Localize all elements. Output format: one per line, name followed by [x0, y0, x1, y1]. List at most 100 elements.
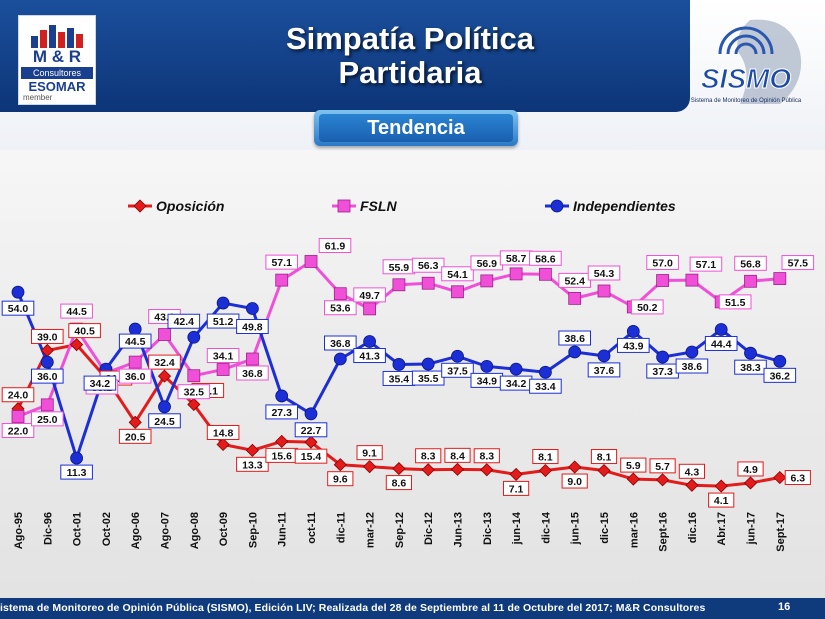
point-independientes	[40, 355, 54, 369]
tendencia-button[interactable]: Tendencia	[314, 110, 518, 146]
data-label-independientes: 51.2	[213, 316, 234, 328]
data-label-independientes: 22.7	[301, 425, 322, 437]
legend-label-oposicion: Oposición	[156, 198, 224, 214]
point-oposicion	[509, 467, 523, 481]
data-label-box-fsln	[529, 250, 562, 266]
point-independientes	[773, 354, 787, 368]
legend-label-fsln: FSLN	[360, 198, 397, 214]
point-independientes	[421, 357, 435, 371]
point-fsln	[773, 272, 787, 285]
data-label-box-oposicion	[148, 354, 181, 370]
point-oposicion	[773, 470, 787, 485]
data-label-box-oposicion	[708, 492, 735, 508]
data-label-box-independientes	[704, 335, 738, 351]
data-label-oposicion: 4.3	[685, 466, 700, 478]
point-fsln	[275, 273, 289, 287]
data-label-box-fsln	[118, 368, 152, 384]
data-label-independientes: 35.5	[418, 373, 439, 385]
bar-chart-logo-icon	[31, 25, 83, 48]
data-label-oposicion: 9.6	[333, 474, 348, 486]
data-label-fsln: 54.1	[447, 269, 468, 281]
sismo-logo-text: SISMO	[701, 63, 791, 94]
point-fsln	[539, 267, 552, 281]
x-tick-label: Abr.17	[716, 512, 728, 546]
logo-esomar-text: ESOMAR	[28, 79, 86, 94]
data-label-box-independientes	[675, 358, 709, 374]
data-label-independientes: 34.9	[477, 375, 498, 387]
data-label-oposicion: 8.3	[421, 451, 436, 463]
data-label-box-fsln	[631, 299, 664, 315]
data-label-box-oposicion	[1, 387, 35, 403]
data-label-oposicion: 24.0	[8, 390, 29, 402]
data-label-box-oposicion	[118, 428, 152, 444]
point-oposicion	[626, 472, 640, 486]
data-label-fsln: 52.4	[564, 275, 585, 287]
data-label-box-independientes	[734, 359, 767, 375]
data-label-independientes: 42.4	[174, 316, 195, 328]
data-label-box-oposicion	[236, 456, 269, 472]
point-independientes	[451, 349, 464, 363]
x-tick-label: Ago-95	[13, 512, 25, 549]
point-oposicion	[480, 463, 494, 477]
point-fsln	[509, 267, 523, 281]
x-tick-label: Jun-11	[277, 512, 289, 547]
point-independientes	[685, 345, 699, 359]
point-fsln	[245, 352, 259, 366]
point-independientes	[744, 346, 757, 360]
point-independientes	[128, 322, 142, 336]
point-oposicion	[714, 479, 728, 493]
point-independientes	[11, 285, 25, 299]
point-fsln	[11, 410, 25, 423]
line-chart: Oposición FSLN Independientes 24.0 39.0 40.5…	[1, 198, 815, 552]
data-label-independientes: 34.2	[506, 378, 527, 390]
data-label-box-independientes	[558, 330, 592, 346]
data-label-box-fsln	[411, 257, 445, 273]
data-label-oposicion: 9.0	[567, 476, 582, 488]
data-label-fsln: 51.5	[725, 297, 746, 309]
data-label-fsln: 50.2	[637, 302, 658, 314]
point-fsln	[363, 302, 377, 316]
point-oposicion	[685, 478, 699, 492]
legend-marker-fsln	[337, 199, 351, 213]
data-label-box-oposicion	[532, 449, 559, 465]
data-label-box-fsln	[1, 423, 35, 439]
point-oposicion	[304, 435, 318, 449]
data-label-box-independientes	[1, 300, 35, 316]
data-labels: 24.039.040.531.920.532.425.114.813.315.6…	[1, 237, 815, 508]
data-label-oposicion: 9.1	[362, 448, 377, 460]
legend-label-independientes: Independientes	[573, 198, 676, 214]
data-label-box-independientes	[529, 378, 562, 394]
x-tick-label: Ago-07	[160, 512, 172, 549]
data-label-box-oposicion	[620, 457, 647, 473]
point-independientes	[714, 323, 728, 336]
sismo-logo: SISMO Sistema de Monitoreo de Opinión Pú…	[691, 19, 802, 105]
data-label-box-fsln	[734, 255, 767, 271]
data-label-oposicion: 4.9	[743, 464, 758, 476]
x-tick-label: Sept-17	[775, 512, 787, 552]
data-label-box-oposicion	[385, 475, 412, 491]
data-label-independientes: 41.3	[359, 351, 380, 363]
data-label-box-oposicion	[294, 448, 328, 464]
data-label-box-independientes	[83, 375, 117, 391]
tendencia-label: Tendencia	[319, 114, 513, 142]
data-label-box-oposicion	[473, 448, 500, 464]
data-label-box-independientes	[587, 362, 621, 378]
x-tick-label: Jun-13	[453, 512, 465, 547]
data-label-independientes: 37.5	[447, 365, 468, 377]
data-label-box-fsln	[60, 303, 93, 319]
point-independientes	[187, 330, 201, 344]
x-tick-label: Dic-13	[482, 512, 494, 545]
point-oposicion	[421, 463, 435, 477]
data-label-fsln: 57.1	[271, 257, 292, 269]
legend: Oposición FSLN Independientes	[128, 198, 676, 214]
data-label-fsln: 44.5	[66, 306, 87, 318]
data-label-oposicion: 8.3	[479, 451, 494, 463]
data-label-box-oposicion	[415, 448, 442, 464]
point-independientes	[275, 389, 289, 403]
data-label-oposicion: 40.5	[74, 326, 95, 338]
data-label-box-fsln	[587, 265, 621, 281]
logo-member-text: member	[23, 93, 53, 102]
data-label-box-oposicion	[678, 463, 705, 479]
x-tick-label: Dic-12	[423, 512, 435, 545]
data-label-box-oposicion	[649, 458, 676, 474]
